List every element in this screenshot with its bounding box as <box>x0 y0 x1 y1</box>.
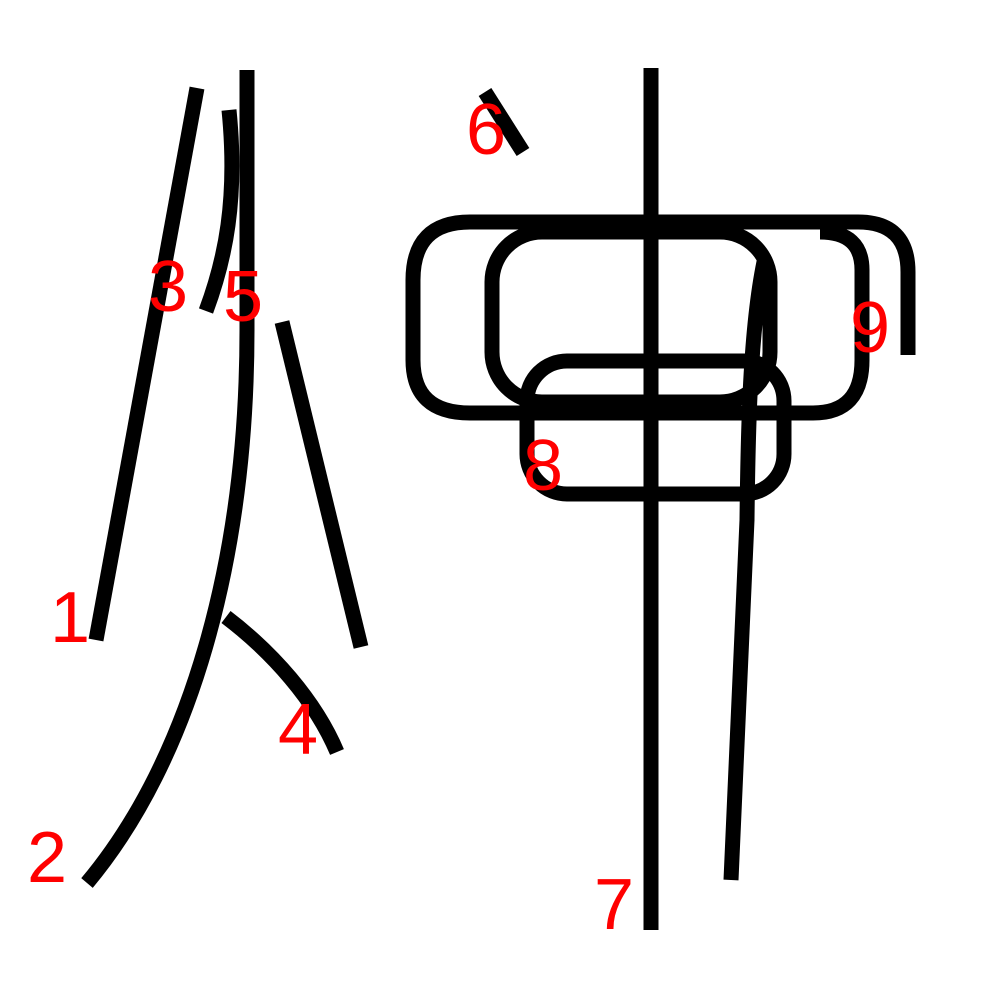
stroke-8 <box>519 353 792 502</box>
stroke-4 <box>221 611 344 755</box>
label-2: 2 <box>27 818 67 898</box>
stroke-5 <box>274 320 369 649</box>
label-4: 4 <box>278 690 318 770</box>
label-3: 3 <box>148 247 188 327</box>
label-9: 9 <box>850 288 890 368</box>
stroke-1 <box>88 86 205 642</box>
label-5: 5 <box>223 257 263 337</box>
label-7: 7 <box>594 865 634 945</box>
stroke-6 <box>478 87 530 157</box>
label-6: 6 <box>466 90 506 170</box>
label-8: 8 <box>523 426 563 506</box>
inner-box <box>484 224 778 410</box>
stroke-long-right <box>723 260 772 881</box>
stroke-3 <box>198 109 240 314</box>
stroke-9-box <box>405 214 870 421</box>
stroke-9-outer <box>470 214 916 355</box>
stroke-2 <box>81 70 255 888</box>
label-1: 1 <box>50 578 90 658</box>
